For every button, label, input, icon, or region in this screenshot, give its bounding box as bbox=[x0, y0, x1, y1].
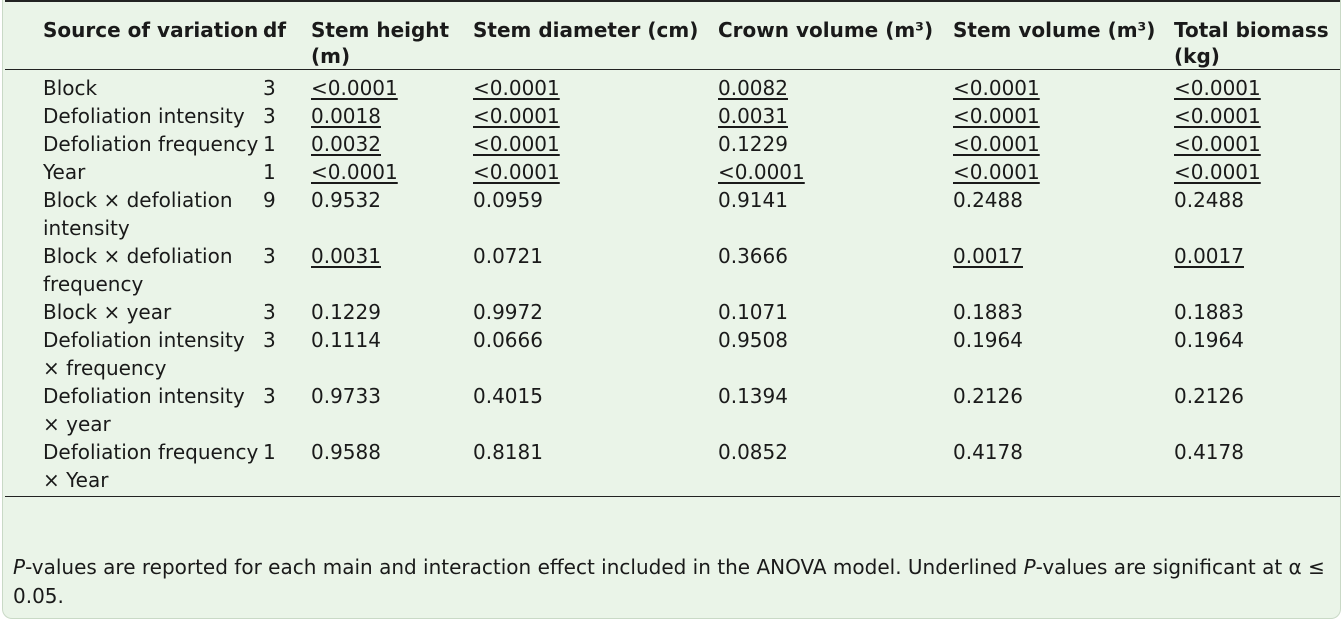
cell-stem-diameter: 0.0721 bbox=[473, 244, 543, 268]
cell-total-biomass: 0.0017 bbox=[1174, 244, 1244, 268]
table-row: Block × defoliation frequency 3 0.0031 0.07… bbox=[5, 242, 1340, 298]
cell-crown-volume: 0.0852 bbox=[718, 440, 788, 464]
cell-stem-diameter: 0.9972 bbox=[473, 300, 543, 324]
cell-stem-diameter: 0.4015 bbox=[473, 384, 543, 408]
table-row: Defoliation intensity 3 0.0018 <0.0001 0.003… bbox=[5, 102, 1340, 130]
cell-df: 3 bbox=[263, 244, 276, 268]
cell-crown-volume: 0.0082 bbox=[718, 76, 788, 100]
header-total-biomass: Total biomass (kg) bbox=[1174, 18, 1329, 68]
cell-total-biomass: 0.1883 bbox=[1174, 300, 1244, 324]
cell-stem-volume: 0.4178 bbox=[953, 440, 1023, 464]
cell-stem-diameter: 0.8181 bbox=[473, 440, 543, 464]
cell-stem-height: <0.0001 bbox=[311, 160, 398, 184]
cell-stem-height: 0.9532 bbox=[311, 188, 381, 212]
cell-df: 1 bbox=[263, 440, 276, 464]
cell-crown-volume: <0.0001 bbox=[718, 160, 805, 184]
cell-source: Block × defoliation frequency bbox=[43, 244, 233, 296]
cell-total-biomass: <0.0001 bbox=[1174, 104, 1261, 128]
table-row: Block 3 <0.0001 <0.0001 0.0082 <0.0001 <0.0001 bbox=[5, 70, 1340, 103]
table-row: Block × year 3 0.1229 0.9972 0.1071 0.1883 0.1… bbox=[5, 298, 1340, 326]
cell-total-biomass: <0.0001 bbox=[1174, 160, 1261, 184]
cell-stem-height: 0.9733 bbox=[311, 384, 381, 408]
cell-stem-height: 0.0031 bbox=[311, 244, 381, 268]
cell-crown-volume: 0.1229 bbox=[718, 132, 788, 156]
cell-df: 3 bbox=[263, 76, 276, 100]
cell-stem-volume: 0.2126 bbox=[953, 384, 1023, 408]
cell-df: 3 bbox=[263, 300, 276, 324]
cell-df: 3 bbox=[263, 328, 276, 352]
cell-stem-diameter: <0.0001 bbox=[473, 160, 560, 184]
cell-stem-volume: <0.0001 bbox=[953, 76, 1040, 100]
header-source: Source of variation bbox=[43, 18, 259, 42]
cell-df: 9 bbox=[263, 188, 276, 212]
cell-stem-diameter: <0.0001 bbox=[473, 104, 560, 128]
cell-source: Year bbox=[43, 160, 86, 184]
header-crown-volume: Crown volume (m³) bbox=[718, 18, 934, 42]
cell-source: Block × year bbox=[43, 300, 172, 324]
cell-stem-volume: 0.2488 bbox=[953, 188, 1023, 212]
header-stem-volume: Stem volume (m³) bbox=[953, 18, 1156, 42]
cell-total-biomass: 0.2126 bbox=[1174, 384, 1244, 408]
table-row: Defoliation intensity × year 3 0.9733 0.401… bbox=[5, 382, 1340, 438]
cell-stem-diameter: <0.0001 bbox=[473, 76, 560, 100]
cell-stem-height: 0.1229 bbox=[311, 300, 381, 324]
cell-stem-volume: <0.0001 bbox=[953, 104, 1040, 128]
cell-source: Defoliation frequency × Year bbox=[43, 440, 259, 492]
cell-df: 3 bbox=[263, 384, 276, 408]
cell-source: Block bbox=[43, 76, 98, 100]
cell-stem-height: <0.0001 bbox=[311, 76, 398, 100]
cell-total-biomass: 0.4178 bbox=[1174, 440, 1244, 464]
cell-total-biomass: <0.0001 bbox=[1174, 76, 1261, 100]
cell-source: Defoliation frequency bbox=[43, 132, 259, 156]
footnote-p-symbol: P bbox=[13, 555, 26, 579]
cell-stem-diameter: <0.0001 bbox=[473, 132, 560, 156]
header-df: df bbox=[263, 18, 287, 42]
cell-stem-volume: <0.0001 bbox=[953, 132, 1040, 156]
footnote-text-2: -values are significant at α ≤ 0.05. bbox=[13, 555, 1325, 608]
header-row: Source of variation df Stem height (m) S… bbox=[5, 1, 1340, 70]
table-row: Defoliation frequency 1 0.0032 <0.0001 0.122… bbox=[5, 130, 1340, 158]
cell-df: 3 bbox=[263, 104, 276, 128]
header-stem-height: Stem height (m) bbox=[311, 18, 450, 68]
cell-source: Defoliation intensity × year bbox=[43, 384, 245, 436]
cell-crown-volume: 0.1071 bbox=[718, 300, 788, 324]
table-row: Defoliation frequency × Year 1 0.9588 0.818… bbox=[5, 438, 1340, 497]
cell-total-biomass: <0.0001 bbox=[1174, 132, 1261, 156]
cell-source: Block × defoliation intensity bbox=[43, 188, 233, 240]
cell-total-biomass: 0.2488 bbox=[1174, 188, 1244, 212]
cell-stem-volume: 0.1883 bbox=[953, 300, 1023, 324]
header-stem-diameter: Stem diameter (cm) bbox=[473, 18, 699, 42]
cell-df: 1 bbox=[263, 160, 276, 184]
cell-stem-volume: 0.1964 bbox=[953, 328, 1023, 352]
cell-stem-diameter: 0.0666 bbox=[473, 328, 543, 352]
cell-total-biomass: 0.1964 bbox=[1174, 328, 1244, 352]
cell-stem-volume: <0.0001 bbox=[953, 160, 1040, 184]
cell-stem-height: 0.9588 bbox=[311, 440, 381, 464]
cell-crown-volume: 0.9141 bbox=[718, 188, 788, 212]
cell-crown-volume: 0.3666 bbox=[718, 244, 788, 268]
table-row: Block × defoliation intensity 9 0.9532 0.09… bbox=[5, 186, 1340, 242]
anova-table: Source of variation df Stem height (m) S… bbox=[5, 0, 1340, 497]
table-row: Defoliation intensity × frequency 3 0.1114… bbox=[5, 326, 1340, 382]
cell-crown-volume: 0.0031 bbox=[718, 104, 788, 128]
footnote-text-1: -values are reported for each main and i… bbox=[25, 555, 1024, 579]
footnote-p-symbol: P bbox=[1023, 555, 1036, 579]
cell-stem-height: 0.0032 bbox=[311, 132, 381, 156]
cell-df: 1 bbox=[263, 132, 276, 156]
cell-stem-height: 0.1114 bbox=[311, 328, 381, 352]
cell-stem-height: 0.0018 bbox=[311, 104, 381, 128]
cell-source: Defoliation intensity × frequency bbox=[43, 328, 245, 380]
cell-crown-volume: 0.9508 bbox=[718, 328, 788, 352]
cell-source: Defoliation intensity bbox=[43, 104, 245, 128]
cell-stem-diameter: 0.0959 bbox=[473, 188, 543, 212]
table-footnote: P-values are reported for each main and … bbox=[13, 553, 1338, 611]
cell-crown-volume: 0.1394 bbox=[718, 384, 788, 408]
cell-stem-volume: 0.0017 bbox=[953, 244, 1023, 268]
table-row: Year 1 <0.0001 <0.0001 <0.0001 <0.0001 <0.0001 bbox=[5, 158, 1340, 186]
